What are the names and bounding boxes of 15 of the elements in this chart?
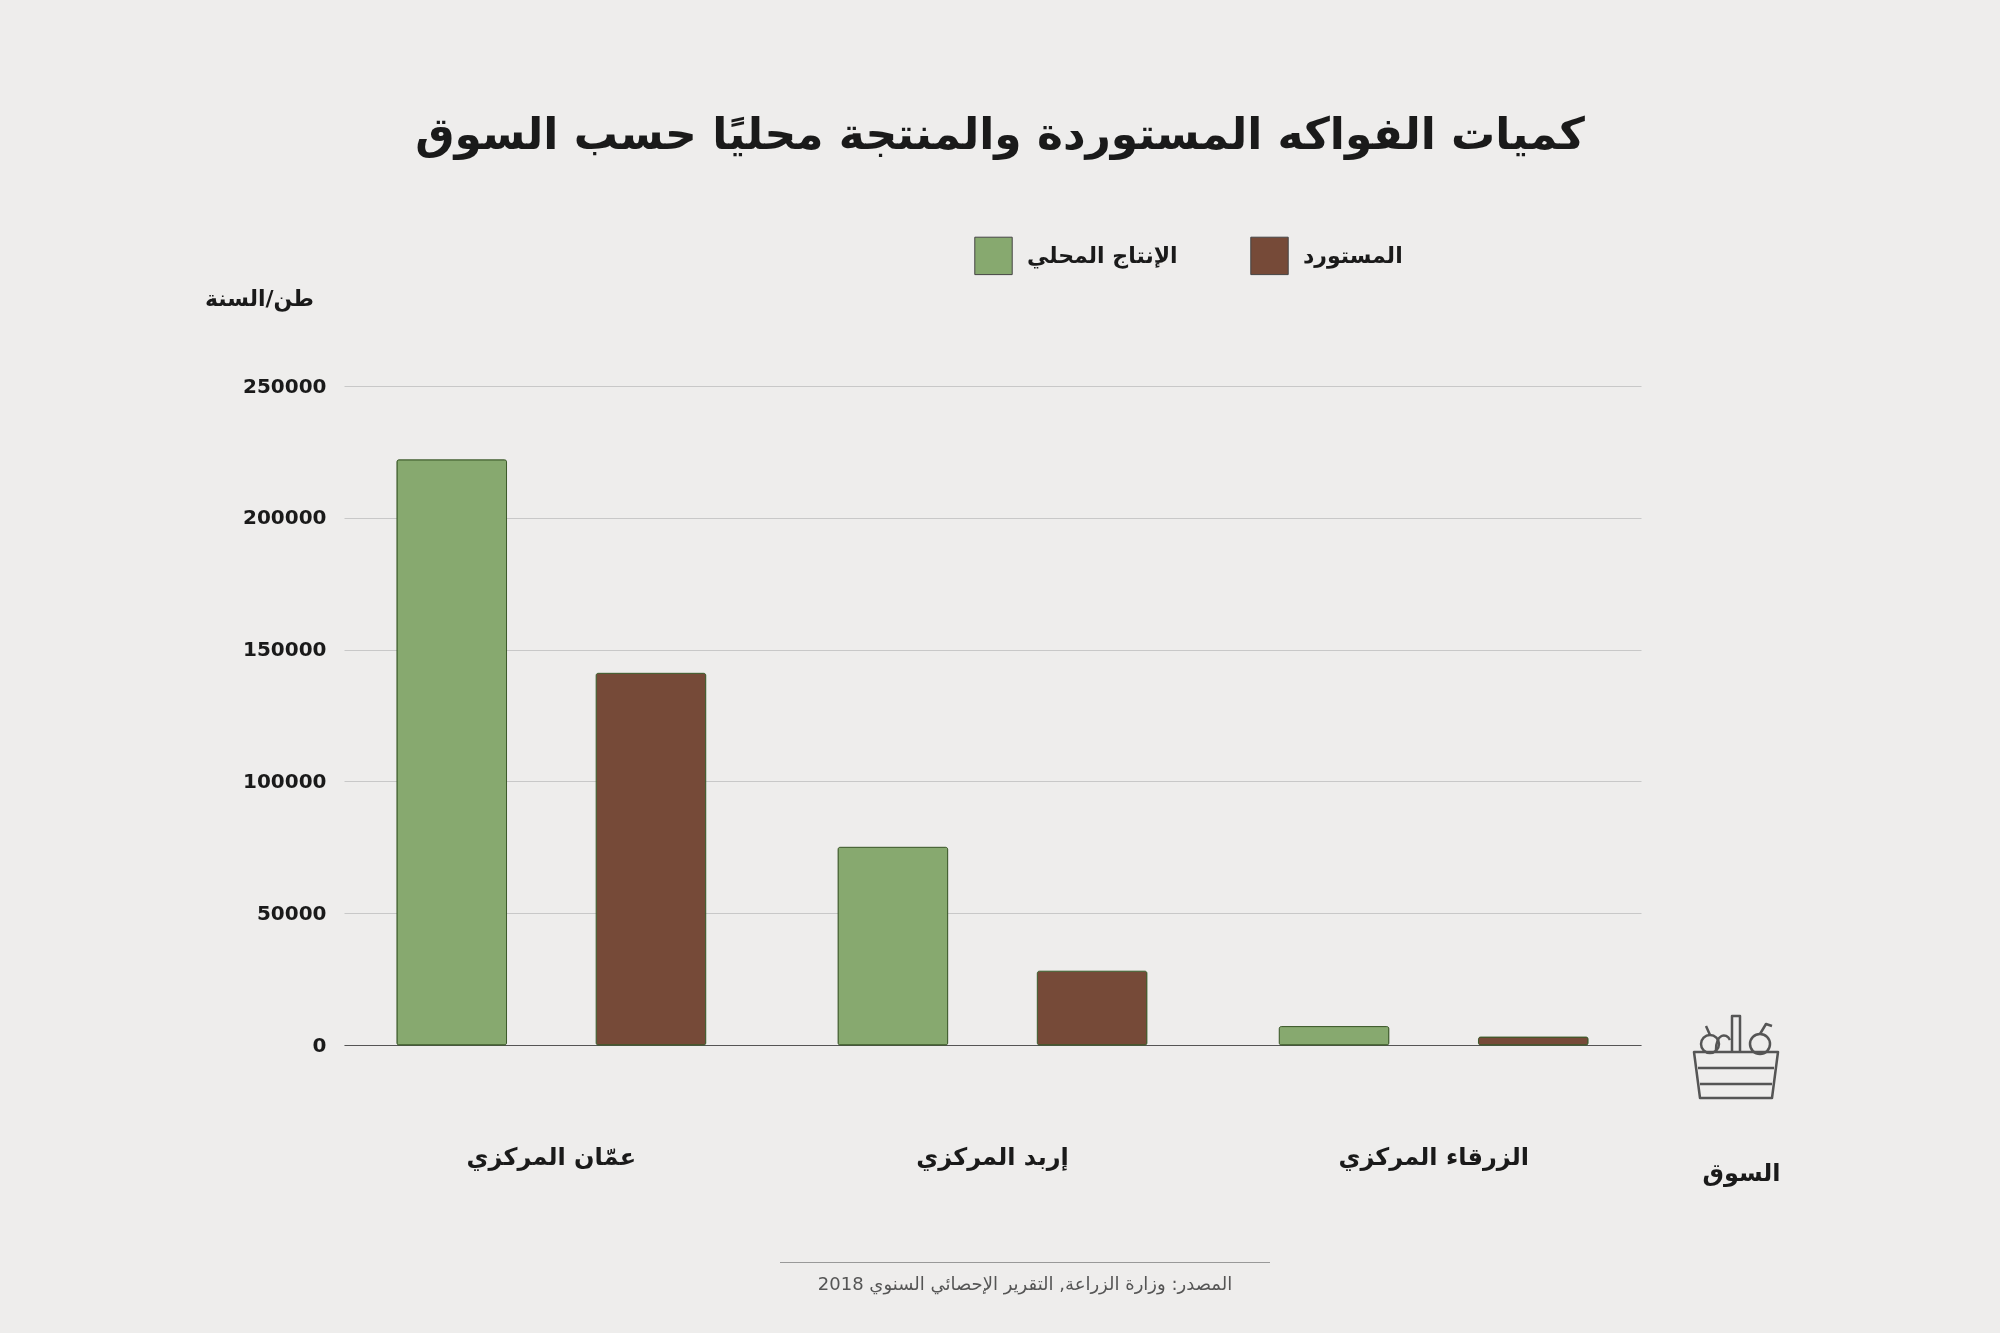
y-tick-label: 0 (312, 1032, 327, 1057)
legend-label: المستورد (1303, 242, 1403, 269)
text: المصدر: وزارة الزراعة, التقرير الإحصائي السنوي 2018 (780, 1262, 1270, 1294)
x-axis-title: السوق (1702, 1158, 1781, 1187)
legend-label: الإنتاج المحلي (1027, 242, 1178, 269)
y-tick-label: 250000 (243, 373, 327, 398)
x-tick-label: الزرقاء المركزي (1338, 1142, 1529, 1171)
x-tick-label: عمّان المركزي (466, 1142, 637, 1171)
y-tick-label: 50000 (256, 900, 327, 925)
y-tick-label: 150000 (243, 637, 327, 662)
x-tick-label: إربد المركزي (916, 1142, 1069, 1171)
y-axis-title: طن/السنة (204, 285, 315, 312)
chart-title: كميات الفواكه المستوردة والمنتجة محليًا حسب السوق (414, 108, 1586, 159)
y-tick-label: 100000 (243, 768, 327, 793)
y-tick-label: 200000 (243, 505, 327, 530)
